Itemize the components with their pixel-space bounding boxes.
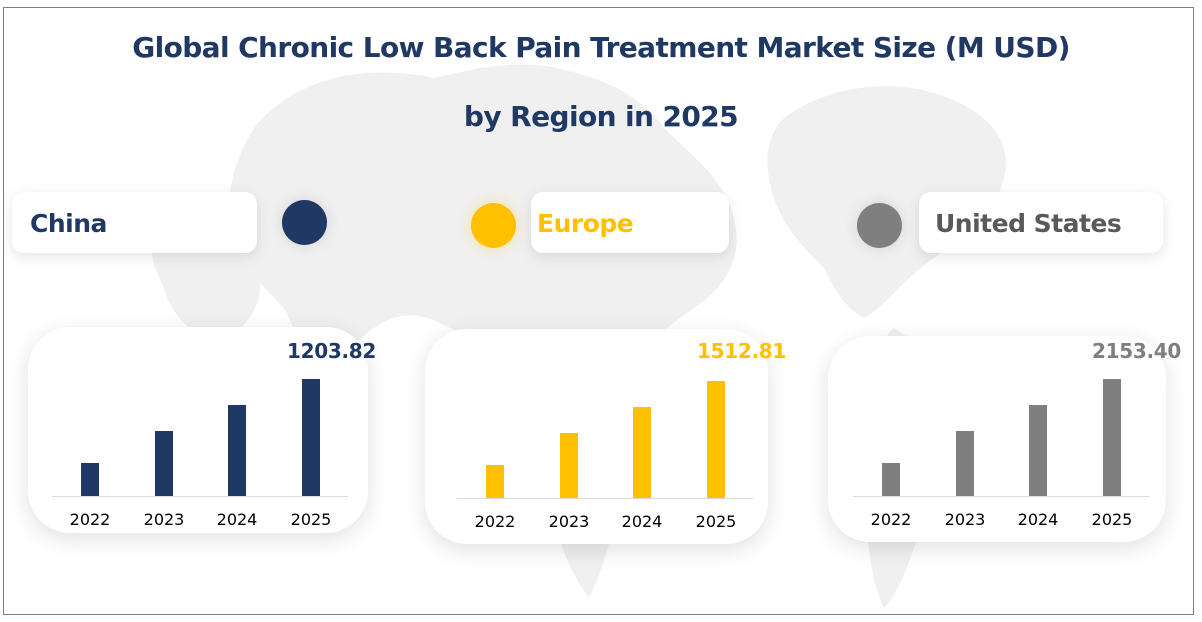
china-tick-2025: 2025 [290, 510, 332, 529]
europe-dot-icon [471, 203, 516, 248]
united-states-bar-2023 [956, 431, 974, 496]
region-name-china: China [30, 209, 107, 238]
europe-x-axis [457, 498, 753, 499]
region-label-united-states: United States [919, 192, 1163, 253]
region-label-china: China [12, 192, 257, 253]
united-states-bar-2022 [882, 463, 900, 496]
europe-tick-2025: 2025 [695, 512, 737, 531]
china-tick-2024: 2024 [216, 510, 258, 529]
united-states-2025-value-label: 2153.40 [1092, 339, 1181, 363]
china-bar-2023 [155, 431, 173, 496]
europe-tick-2023: 2023 [548, 512, 590, 531]
europe-2025-value-label: 1512.81 [697, 339, 786, 363]
region-name-united-states: United States [935, 209, 1122, 238]
china-bar-2025 [302, 379, 320, 496]
china-bar-2024 [228, 405, 246, 496]
region-name-europe: Europe [537, 209, 634, 238]
united-states-bar-2024 [1029, 405, 1047, 496]
united-states-tick-2024: 2024 [1017, 510, 1059, 529]
europe-bar-2024 [633, 407, 651, 498]
china-tick-2023: 2023 [143, 510, 185, 529]
united-states-bar-2025 [1103, 379, 1121, 496]
europe-bar-2023 [560, 433, 578, 498]
united-states-tick-2025: 2025 [1091, 510, 1133, 529]
china-x-axis [52, 496, 348, 497]
united-states-x-axis [853, 496, 1149, 497]
chart-subtitle: by Region in 2025 [463, 100, 739, 133]
united-states-dot-icon [857, 203, 902, 248]
united-states-tick-2023: 2023 [944, 510, 986, 529]
china-2025-value-label: 1203.82 [287, 339, 376, 363]
china-dot-icon [282, 200, 327, 245]
europe-bar-2025 [707, 381, 725, 498]
europe-tick-2022: 2022 [474, 512, 516, 531]
region-label-europe: Europe [531, 192, 729, 253]
united-states-tick-2022: 2022 [870, 510, 912, 529]
chart-title: Global Chronic Low Back Pain Treatment M… [132, 31, 1070, 64]
europe-tick-2024: 2024 [621, 512, 663, 531]
china-bar-2022 [81, 463, 99, 496]
china-tick-2022: 2022 [69, 510, 111, 529]
europe-bar-2022 [486, 465, 504, 498]
